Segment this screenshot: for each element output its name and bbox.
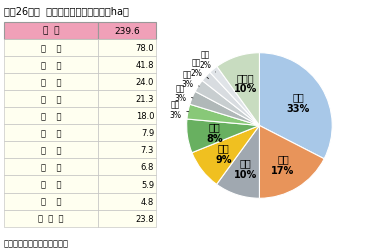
Text: 18.0: 18.0: [136, 112, 154, 121]
Text: 島    根: 島 根: [41, 197, 61, 206]
FancyBboxPatch shape: [4, 74, 98, 91]
FancyBboxPatch shape: [4, 210, 98, 227]
Text: 京都
8%: 京都 8%: [206, 122, 223, 143]
Wedge shape: [187, 105, 259, 126]
Wedge shape: [210, 67, 259, 126]
FancyBboxPatch shape: [4, 40, 98, 57]
FancyBboxPatch shape: [4, 108, 98, 125]
Text: 福    岡: 福 岡: [41, 146, 61, 155]
Wedge shape: [186, 119, 259, 153]
Wedge shape: [190, 92, 259, 126]
FancyBboxPatch shape: [98, 142, 156, 159]
Text: 大    分: 大 分: [41, 78, 61, 87]
FancyBboxPatch shape: [4, 176, 98, 193]
Text: 熊    本: 熊 本: [41, 95, 61, 104]
FancyBboxPatch shape: [98, 176, 156, 193]
FancyBboxPatch shape: [4, 159, 98, 176]
Text: 7.9: 7.9: [141, 129, 154, 138]
FancyBboxPatch shape: [98, 91, 156, 108]
Text: 埼玉
3%: 埼玉 3%: [169, 100, 189, 119]
FancyBboxPatch shape: [4, 23, 98, 40]
FancyBboxPatch shape: [98, 159, 156, 176]
Text: 41.8: 41.8: [136, 61, 154, 70]
FancyBboxPatch shape: [98, 23, 156, 40]
FancyBboxPatch shape: [98, 125, 156, 142]
Text: 鳥取
17%: 鳥取 17%: [271, 154, 294, 175]
FancyBboxPatch shape: [98, 57, 156, 74]
FancyBboxPatch shape: [4, 57, 98, 74]
Text: 特産果樹生産動態等調査より: 特産果樹生産動態等調査より: [4, 238, 69, 247]
Text: 78.0: 78.0: [135, 44, 154, 53]
Text: 宮崎
3%: 宮崎 3%: [182, 70, 199, 89]
Wedge shape: [259, 126, 324, 199]
Text: 島    取: 島 取: [41, 61, 61, 70]
Wedge shape: [202, 73, 259, 126]
FancyBboxPatch shape: [98, 108, 156, 125]
FancyBboxPatch shape: [98, 193, 156, 210]
FancyBboxPatch shape: [4, 193, 98, 210]
FancyBboxPatch shape: [4, 142, 98, 159]
Wedge shape: [259, 53, 332, 159]
Wedge shape: [217, 53, 259, 126]
Text: 新潟
33%: 新潟 33%: [287, 92, 309, 113]
FancyBboxPatch shape: [98, 74, 156, 91]
Wedge shape: [195, 81, 259, 126]
Text: 京    都: 京 都: [41, 112, 61, 121]
Text: 7.3: 7.3: [141, 146, 154, 155]
Text: 大分
10%: 大分 10%: [234, 158, 257, 179]
Text: 千    葉: 千 葉: [41, 180, 61, 189]
FancyBboxPatch shape: [4, 91, 98, 108]
Text: 21.3: 21.3: [136, 95, 154, 104]
Text: 総  計: 総 計: [43, 27, 59, 36]
FancyBboxPatch shape: [98, 40, 156, 57]
FancyBboxPatch shape: [4, 125, 98, 142]
Text: 千葉
2%: 千葉 2%: [190, 58, 209, 79]
Text: 6.8: 6.8: [141, 163, 154, 172]
Text: 23.8: 23.8: [135, 214, 154, 223]
Text: 島根
2%: 島根 2%: [199, 50, 215, 73]
Text: そ  の  他: そ の 他: [38, 214, 64, 223]
Text: 4.8: 4.8: [141, 197, 154, 206]
Text: 新    潟: 新 潟: [41, 44, 61, 53]
Text: 埼    玉: 埼 玉: [41, 129, 61, 138]
Text: 24.0: 24.0: [136, 78, 154, 87]
Text: 熊本
9%: 熊本 9%: [215, 143, 232, 164]
Wedge shape: [192, 126, 259, 185]
Text: その他
10%: その他 10%: [234, 73, 257, 94]
Text: 239.6: 239.6: [114, 27, 140, 36]
Text: 福岡
3%: 福岡 3%: [174, 84, 193, 103]
Text: 宮    崎: 宮 崎: [41, 163, 61, 172]
Text: 平成26年産  新興梨の栽培面積（単位ha）: 平成26年産 新興梨の栽培面積（単位ha）: [4, 6, 129, 16]
Text: 5.9: 5.9: [141, 180, 154, 189]
FancyBboxPatch shape: [98, 210, 156, 227]
Wedge shape: [217, 126, 259, 199]
